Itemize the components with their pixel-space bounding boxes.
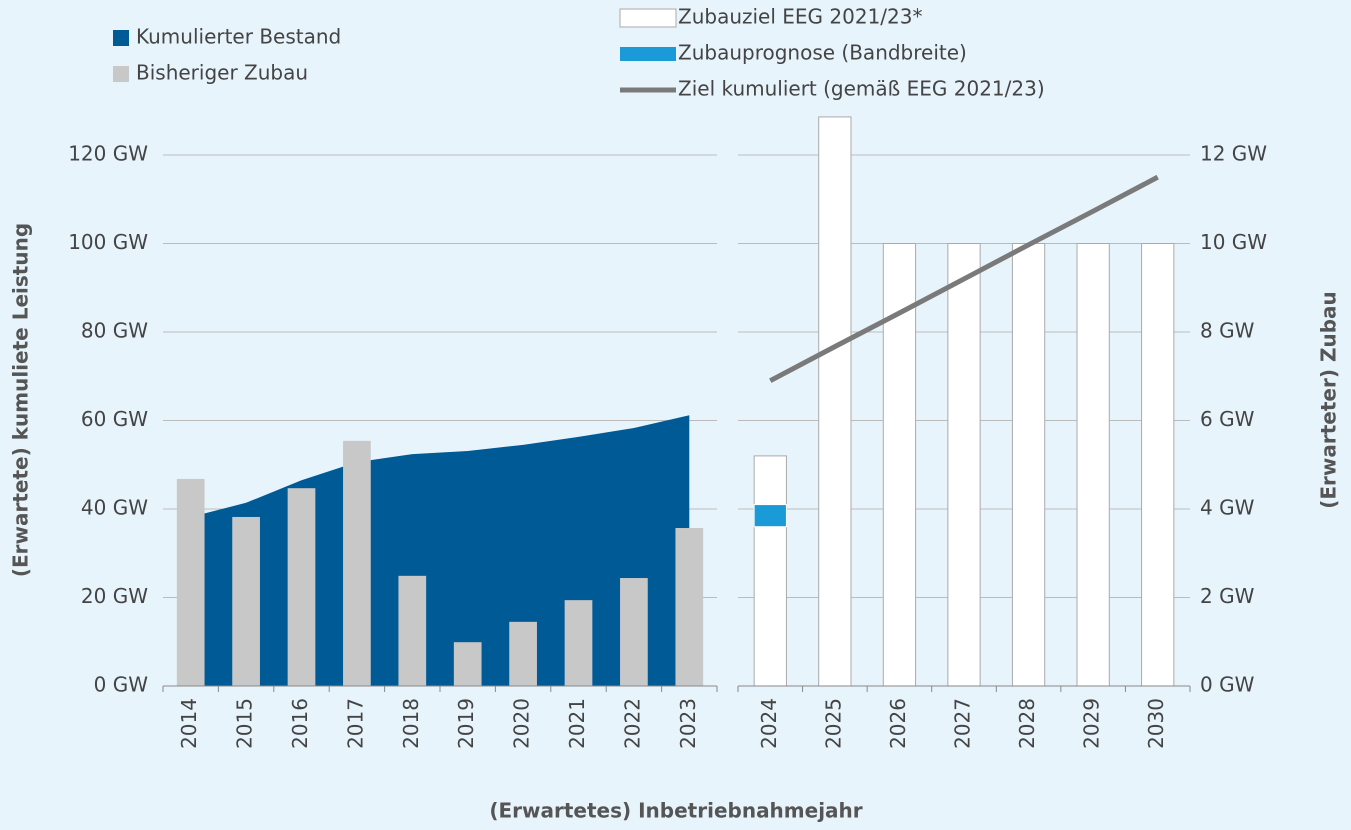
- bar: [882, 243, 917, 687]
- area: [190, 415, 690, 686]
- legend-swatch: [113, 66, 129, 82]
- range: [753, 504, 787, 528]
- y2-tick-label: 2 GW: [1200, 584, 1255, 608]
- y2-tick-label: 12 GW: [1200, 142, 1267, 166]
- y2-tick-label: 8 GW: [1200, 319, 1255, 343]
- y-tick-label: 40 GW: [81, 496, 148, 520]
- y-tick-label: 20 GW: [81, 584, 148, 608]
- legend-swatch: [113, 30, 129, 46]
- x-tick-label: 2015: [233, 698, 257, 749]
- y-tick-label: 0 GW: [94, 673, 149, 697]
- bar: [818, 116, 852, 687]
- x-tick-label: 2018: [399, 698, 423, 749]
- x-tick-label: 2030: [1144, 698, 1168, 749]
- y2-tick-label: 10 GW: [1200, 230, 1267, 254]
- bar: [564, 600, 593, 686]
- bar: [1141, 243, 1175, 687]
- x-tick-label: 2022: [620, 698, 644, 749]
- bar: [1011, 243, 1046, 687]
- y-axis-title: (Erwartete) kumuliete Leistung: [9, 223, 33, 577]
- y-tick-label: 100 GW: [68, 230, 148, 254]
- x-tick-label: 2025: [821, 698, 845, 749]
- legend-label: Zubauziel EEG 2021/23*: [678, 5, 923, 29]
- bar: [753, 455, 787, 687]
- x-tick-label: 2024: [757, 698, 781, 749]
- y2-axis-title: (Erwarteter) Zubau: [1317, 291, 1341, 509]
- y-tick-label: 120 GW: [68, 142, 148, 166]
- legend-label: Kumulierter Bestand: [136, 25, 341, 49]
- bar: [453, 642, 482, 686]
- legend-swatch: [620, 47, 676, 61]
- y-tick-label: 60 GW: [81, 407, 148, 431]
- bar: [343, 440, 371, 686]
- bar: [509, 621, 537, 686]
- x-tick-label: 2029: [1080, 698, 1104, 749]
- x-tick-label: 2026: [886, 698, 910, 749]
- y2-tick-label: 6 GW: [1200, 407, 1255, 431]
- legend-label: Ziel kumuliert (gemäß EEG 2021/23): [678, 77, 1045, 101]
- bar: [1076, 243, 1110, 687]
- y-tick-label: 80 GW: [81, 319, 148, 343]
- y2-tick-label: 4 GW: [1200, 496, 1255, 520]
- bar: [176, 478, 205, 686]
- x-tick-label: 2021: [565, 698, 589, 749]
- bar: [675, 528, 704, 686]
- legend-label: Bisheriger Zubau: [136, 61, 308, 85]
- bar: [232, 516, 260, 686]
- x-axis-title: (Erwartetes) Inbetriebnahmejahr: [489, 799, 862, 823]
- legend-swatch: [619, 8, 677, 28]
- x-tick-label: 2028: [1015, 698, 1039, 749]
- bar: [287, 488, 316, 686]
- line: [769, 174, 1159, 383]
- x-tick-label: 2017: [343, 698, 367, 749]
- x-tick-label: 2020: [510, 698, 534, 749]
- legend-label: Zubauprognose (Bandbreite): [678, 41, 967, 65]
- x-tick-label: 2014: [177, 698, 201, 749]
- x-tick-label: 2023: [676, 698, 700, 749]
- bar: [947, 243, 981, 687]
- bar: [398, 575, 427, 686]
- bar: [620, 578, 648, 686]
- x-tick-label: 2019: [454, 698, 478, 749]
- x-tick-label: 2016: [288, 698, 312, 749]
- y2-tick-label: 0 GW: [1200, 673, 1255, 697]
- x-tick-label: 2027: [951, 698, 975, 749]
